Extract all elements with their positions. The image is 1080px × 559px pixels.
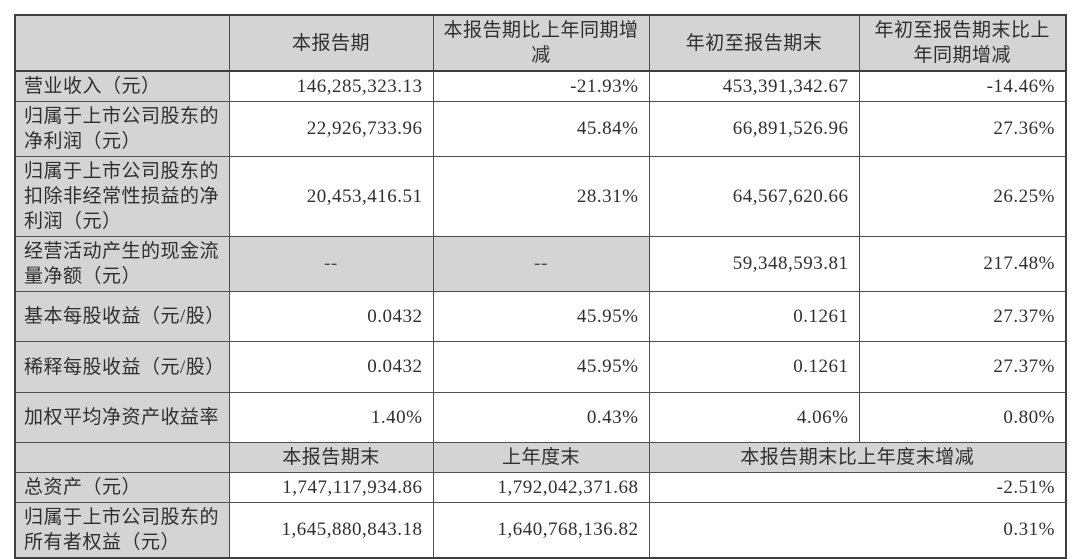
row-label: 加权平均净资产收益率 <box>14 392 230 443</box>
cell-value: 0.0432 <box>228 341 434 393</box>
table-row-diluted-eps: 稀释每股收益（元/股） 0.0432 45.95% 0.1261 27.37% <box>14 341 1067 393</box>
row-label: 稀释每股收益（元/股） <box>14 341 230 393</box>
table-row-owners-equity: 归属于上市公司股东的所有者权益（元） 1,645,880,843.18 1,64… <box>14 502 1067 559</box>
cell-value: 4.06% <box>648 392 860 443</box>
row-label: 营业收入（元） <box>14 70 230 102</box>
header-row-period-end: 本报告期末 上年度末 本报告期末比上年度末增减 <box>14 442 1067 473</box>
row-label: 经营活动产生的现金流量净额（元） <box>14 236 230 292</box>
cell-value: 0.80% <box>858 392 1067 443</box>
cell-value: 217.48% <box>858 236 1067 292</box>
column-header-ytd-change: 年初至报告期末比上年同期增减 <box>858 14 1067 72</box>
cell-value: -21.93% <box>432 70 650 102</box>
cell-value: 1.40% <box>228 392 434 443</box>
cell-value: 0.31% <box>648 502 1067 559</box>
cell-value: 146,285,323.13 <box>228 70 434 102</box>
cell-value: 66,891,526.96 <box>648 101 860 157</box>
cell-value: 27.37% <box>858 291 1067 342</box>
cell-value: 22,926,733.96 <box>228 101 434 157</box>
cell-value: 1,747,117,934.86 <box>228 472 434 503</box>
cell-value: 45.84% <box>432 101 650 157</box>
cell-value: 45.95% <box>432 341 650 393</box>
table-row-total-assets: 总资产（元） 1,747,117,934.86 1,792,042,371.68… <box>14 472 1067 503</box>
column-header-current-period: 本报告期 <box>228 14 434 72</box>
row-label: 基本每股收益（元/股） <box>14 291 230 342</box>
cell-value: 59,348,593.81 <box>648 236 860 292</box>
cell-value: 0.43% <box>432 392 650 443</box>
cell-value: -14.46% <box>858 70 1067 102</box>
cell-value: 1,645,880,843.18 <box>228 502 434 559</box>
cell-value: 0.1261 <box>648 291 860 342</box>
corner-cell <box>14 14 230 72</box>
row-label: 归属于上市公司股东的扣除非经常性损益的净利润（元） <box>14 156 230 237</box>
column-header-prev-year-end: 上年度末 <box>432 442 650 473</box>
cell-value: 1,792,042,371.68 <box>432 472 650 503</box>
cell-value: 26.25% <box>858 156 1067 237</box>
row-label: 总资产（元） <box>14 472 230 503</box>
row-label: 归属于上市公司股东的净利润（元） <box>14 101 230 157</box>
header-row-period: 本报告期 本报告期比上年同期增减 年初至报告期末 年初至报告期末比上年同期增减 <box>14 14 1067 72</box>
column-header-period-end-change: 本报告期末比上年度末增减 <box>648 442 1067 473</box>
cell-value: 1,640,768,136.82 <box>432 502 650 559</box>
column-header-period-change: 本报告期比上年同期增减 <box>432 14 650 72</box>
cell-value: 0.0432 <box>228 291 434 342</box>
cell-value: 453,391,342.67 <box>648 70 860 102</box>
cell-not-applicable: -- <box>432 236 650 292</box>
cell-value: 27.37% <box>858 341 1067 393</box>
table-row-net-profit: 归属于上市公司股东的净利润（元） 22,926,733.96 45.84% 66… <box>14 101 1067 157</box>
cell-value: 27.36% <box>858 101 1067 157</box>
financial-summary-table: 本报告期 本报告期比上年同期增减 年初至报告期末 年初至报告期末比上年同期增减 … <box>14 14 1067 559</box>
cell-value: 0.1261 <box>648 341 860 393</box>
row-label: 归属于上市公司股东的所有者权益（元） <box>14 502 230 559</box>
table-row-revenue: 营业收入（元） 146,285,323.13 -21.93% 453,391,3… <box>14 70 1067 102</box>
table-row-operating-cash-flow: 经营活动产生的现金流量净额（元） -- -- 59,348,593.81 217… <box>14 236 1067 292</box>
column-header-ytd: 年初至报告期末 <box>648 14 860 72</box>
cell-value: 45.95% <box>432 291 650 342</box>
cell-value: 28.31% <box>432 156 650 237</box>
cell-not-applicable: -- <box>228 236 434 292</box>
table-row-weighted-avg-roe: 加权平均净资产收益率 1.40% 0.43% 4.06% 0.80% <box>14 392 1067 443</box>
cell-value: -2.51% <box>648 472 1067 503</box>
table-row-basic-eps: 基本每股收益（元/股） 0.0432 45.95% 0.1261 27.37% <box>14 291 1067 342</box>
cell-value: 64,567,620.66 <box>648 156 860 237</box>
corner-cell <box>14 442 230 473</box>
cell-value: 20,453,416.51 <box>228 156 434 237</box>
table-row-net-profit-excl-nonrecurring: 归属于上市公司股东的扣除非经常性损益的净利润（元） 20,453,416.51 … <box>14 156 1067 237</box>
column-header-period-end: 本报告期末 <box>228 442 434 473</box>
